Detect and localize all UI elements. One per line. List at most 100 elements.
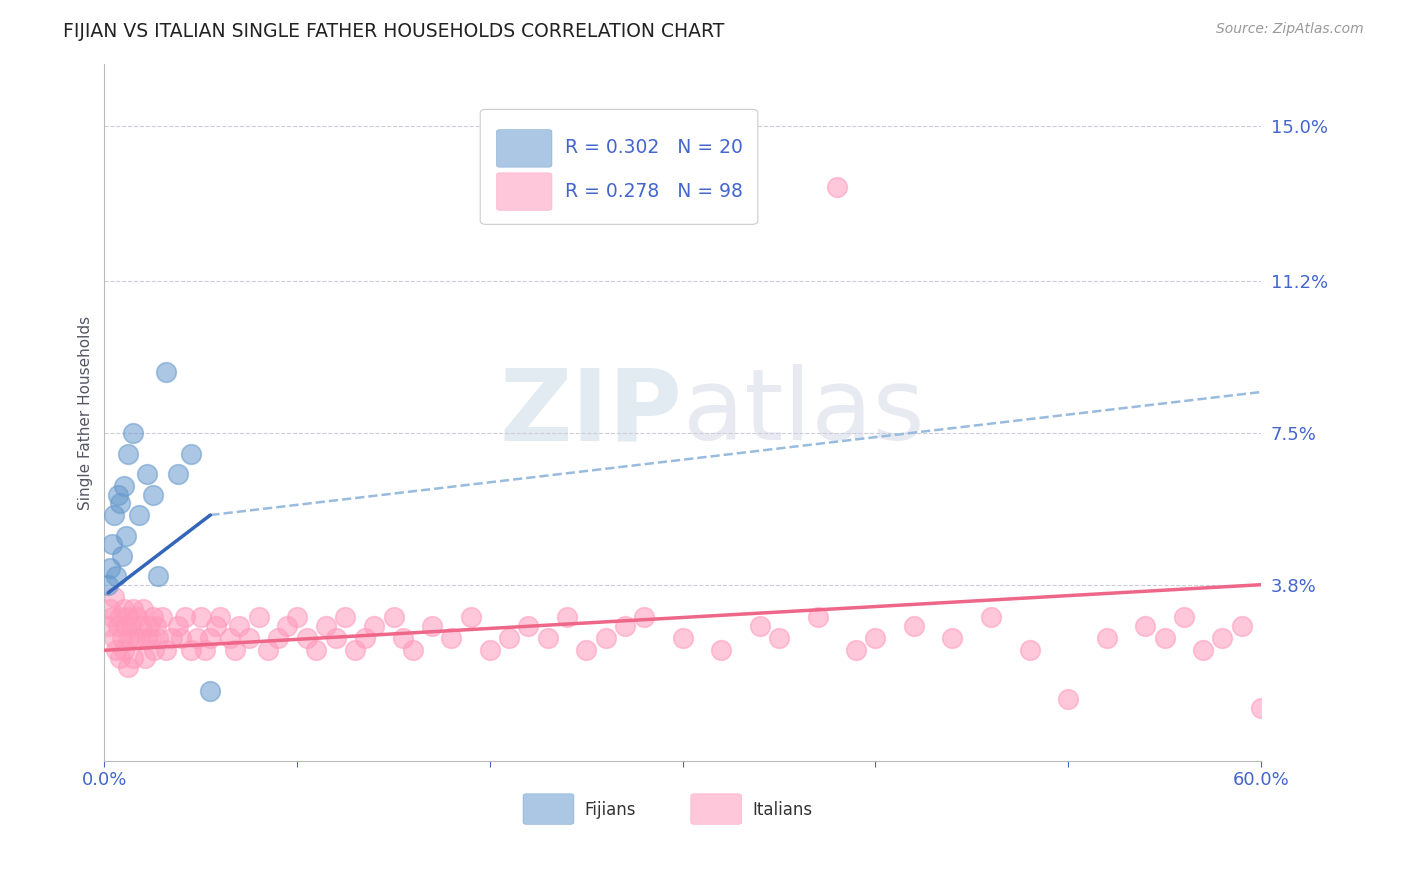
Point — [135, 467, 157, 481]
Point — [114, 528, 136, 542]
Point — [186, 631, 208, 645]
Point — [768, 631, 790, 645]
Point — [166, 467, 188, 481]
Point — [498, 631, 520, 645]
Point — [143, 643, 166, 657]
Text: ZIP: ZIP — [499, 364, 683, 461]
Point — [114, 618, 136, 632]
Point — [101, 610, 124, 624]
Point — [537, 631, 560, 645]
Point — [117, 610, 139, 624]
Point — [1250, 700, 1272, 714]
Text: Fijians: Fijians — [585, 801, 636, 819]
Point — [107, 618, 129, 632]
Point — [806, 610, 828, 624]
Point — [200, 631, 222, 645]
Point — [315, 618, 337, 632]
Point — [150, 610, 173, 624]
Point — [190, 610, 212, 624]
Point — [276, 618, 298, 632]
Point — [155, 365, 177, 379]
Text: R = 0.302   N = 20: R = 0.302 N = 20 — [565, 138, 742, 157]
Point — [865, 631, 887, 645]
Point — [382, 610, 405, 624]
Point — [420, 618, 443, 632]
Point — [555, 610, 578, 624]
Point — [112, 602, 135, 616]
Point — [103, 631, 125, 645]
Point — [1095, 631, 1118, 645]
Point — [335, 610, 357, 624]
Point — [1135, 618, 1157, 632]
Point — [200, 684, 222, 698]
Point — [710, 643, 733, 657]
Point — [128, 631, 150, 645]
Point — [238, 631, 260, 645]
Point — [108, 496, 131, 510]
Point — [613, 618, 636, 632]
Point — [392, 631, 415, 645]
Point — [112, 643, 135, 657]
Point — [135, 631, 157, 645]
Point — [295, 631, 318, 645]
Point — [325, 631, 347, 645]
Point — [160, 631, 183, 645]
Point — [124, 631, 146, 645]
Point — [155, 643, 177, 657]
Point — [111, 549, 134, 563]
Point — [180, 446, 202, 460]
Point — [205, 618, 228, 632]
Text: FIJIAN VS ITALIAN SINGLE FATHER HOUSEHOLDS CORRELATION CHART: FIJIAN VS ITALIAN SINGLE FATHER HOUSEHOL… — [63, 22, 724, 41]
Point — [1192, 643, 1215, 657]
Point — [285, 610, 308, 624]
Point — [1173, 610, 1195, 624]
Point — [127, 610, 149, 624]
Point — [108, 610, 131, 624]
Point — [117, 446, 139, 460]
Point — [575, 643, 598, 657]
Point — [129, 618, 152, 632]
Point — [517, 618, 540, 632]
Point — [97, 618, 120, 632]
Point — [174, 610, 197, 624]
Point — [170, 631, 193, 645]
Point — [148, 569, 170, 583]
Point — [1230, 618, 1253, 632]
Point — [148, 631, 170, 645]
Point — [101, 537, 124, 551]
Text: atlas: atlas — [683, 364, 924, 461]
Point — [128, 508, 150, 522]
Point — [440, 631, 463, 645]
Point — [139, 631, 162, 645]
Text: R = 0.278   N = 98: R = 0.278 N = 98 — [565, 182, 742, 201]
Point — [218, 631, 240, 645]
FancyBboxPatch shape — [523, 794, 574, 824]
Point — [122, 602, 145, 616]
Point — [166, 618, 188, 632]
Point — [180, 643, 202, 657]
Point — [120, 618, 142, 632]
Point — [402, 643, 425, 657]
Y-axis label: Single Father Households: Single Father Households — [79, 316, 93, 509]
Point — [595, 631, 617, 645]
Point — [228, 618, 250, 632]
Point — [103, 590, 125, 604]
Point — [108, 651, 131, 665]
Point — [903, 618, 925, 632]
Point — [122, 651, 145, 665]
Point — [478, 643, 501, 657]
Point — [117, 659, 139, 673]
Point — [122, 425, 145, 440]
Point — [98, 602, 121, 616]
Point — [267, 631, 290, 645]
Point — [111, 631, 134, 645]
Point — [145, 618, 167, 632]
Point — [748, 618, 770, 632]
Point — [1057, 692, 1080, 706]
Text: Source: ZipAtlas.com: Source: ZipAtlas.com — [1216, 22, 1364, 37]
Point — [104, 643, 127, 657]
Point — [97, 577, 120, 591]
Point — [343, 643, 366, 657]
Point — [224, 643, 246, 657]
Point — [194, 643, 217, 657]
